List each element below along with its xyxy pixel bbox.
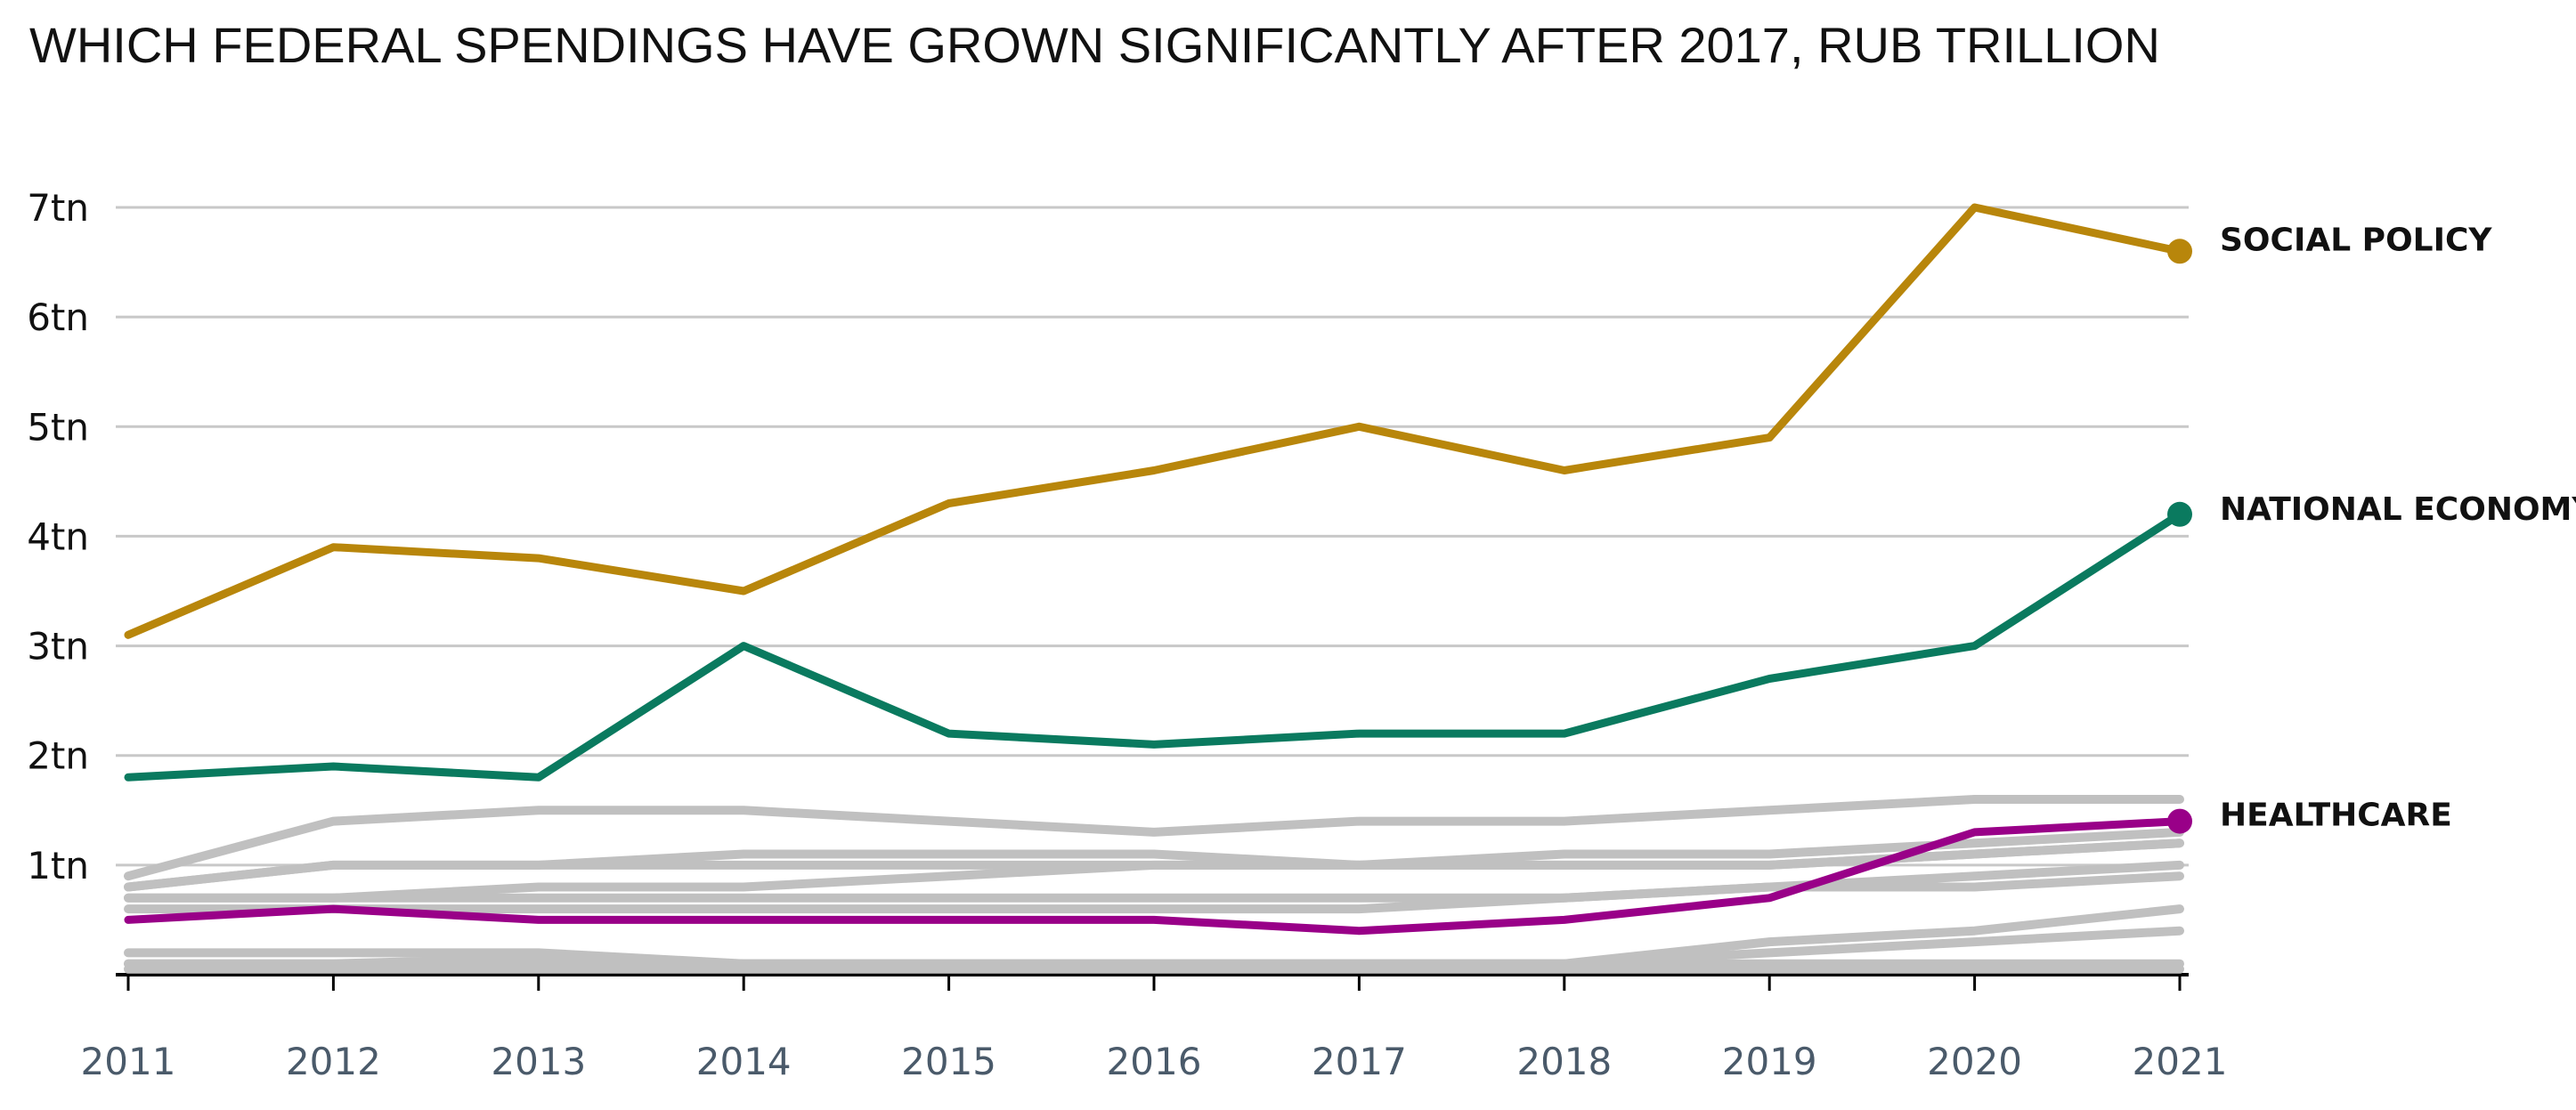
background-series-line [124,795,2184,881]
series-labels: SOCIAL POLICY NATIONAL ECONOMY HEALTHCARE [2220,222,2576,833]
background-series-lines [124,795,2184,974]
series-label: HEALTHCARE [2220,798,2452,834]
y-tick-label: 5tn [27,405,89,449]
x-tick-label: 2019 [1722,1040,1817,1083]
series-line-national-economy [124,510,2184,782]
series-line-social-policy [124,203,2184,639]
background-series-line [124,953,2184,968]
y-tick-label: 4tn [27,514,89,558]
gridlines [116,206,2189,867]
y-tick-label: 3tn [27,625,89,668]
highlighted-series-lines [124,203,2192,936]
y-tick-label: 6tn [27,296,89,339]
series-line-healthcare [124,817,2184,936]
series-label: NATIONAL ECONOMY [2220,491,2576,528]
x-tick-label: 2017 [1312,1040,1407,1083]
x-tick-label: 2011 [81,1040,176,1083]
chart-title: WHICH FEDERAL SPENDINGS HAVE GROWN SIGNI… [29,17,2160,73]
series-end-marker [2167,808,2192,834]
x-tick-label: 2012 [286,1040,381,1083]
y-tick-label: 1tn [27,844,89,887]
x-axis: 2011 2012 2013 2014 2015 2016 2017 2018 2019 2020… [81,973,2228,1083]
series-end-marker [2167,239,2192,264]
background-series-line [124,839,2184,903]
series-end-marker [2167,501,2192,527]
x-tick-label: 2014 [696,1040,792,1083]
x-tick-label: 2021 [2133,1040,2228,1083]
y-tick-label: 2tn [27,734,89,778]
x-tick-label: 2013 [491,1040,586,1083]
x-tick-label: 2015 [901,1040,996,1083]
series-label: SOCIAL POLICY [2220,222,2492,258]
x-tick-label: 2018 [1516,1040,1612,1083]
y-tick-label: 7tn [27,186,89,230]
x-tick-label: 2016 [1107,1040,1202,1083]
y-axis-tick-labels: 1tn 2tn 3tn 4tn 5tn 6tn 7tn [27,186,89,887]
background-series-line [124,871,2184,914]
x-tick-label: 2020 [1927,1040,2022,1083]
